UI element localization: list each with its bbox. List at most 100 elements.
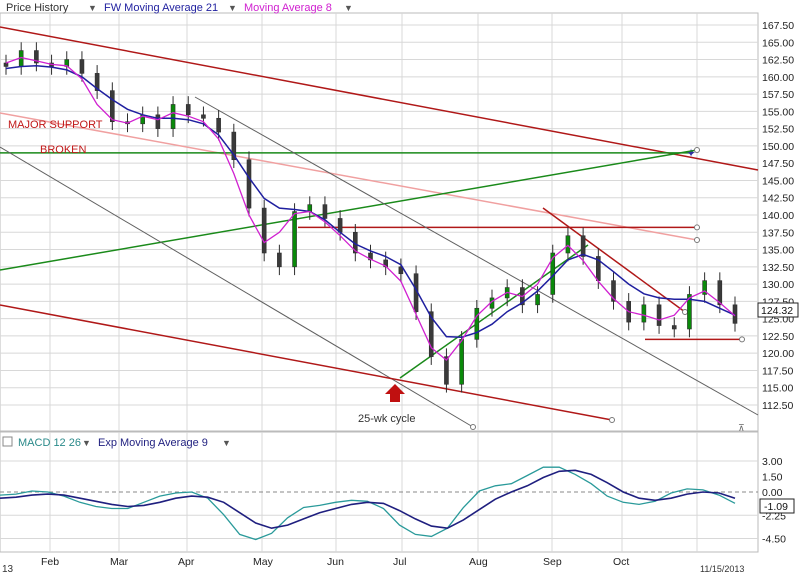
candle-body <box>34 50 39 64</box>
dropdown-icon: ▼ <box>228 3 237 13</box>
legend-bottom: MACD 12 26 ▼ Exp Moving Average 9 ▼ <box>2 436 231 449</box>
month-label: Apr <box>178 556 195 568</box>
candle-body <box>322 204 328 219</box>
price-tick-label: 137.50 <box>762 227 794 239</box>
candle-body <box>702 280 707 295</box>
ma21-line <box>5 65 736 339</box>
signal-line <box>0 469 736 530</box>
candle-body <box>428 311 434 357</box>
candle-body <box>261 207 267 254</box>
candle-body <box>565 235 571 254</box>
support-line-handle <box>739 336 745 343</box>
major-support-label: MAJOR SUPPORT <box>8 119 103 131</box>
price-tick-label: 117.50 <box>762 365 793 377</box>
month-label: May <box>253 556 274 568</box>
candle-body <box>231 131 237 161</box>
price-series <box>3 42 738 393</box>
price-tick-label: 122.50 <box>762 331 794 343</box>
green-rising-line-handle <box>694 147 700 153</box>
price-tick-label: 140.00 <box>762 210 794 222</box>
legend-entry: MACD 12 26 <box>18 437 81 449</box>
price-tick-label: 130.00 <box>762 279 794 291</box>
dropdown-icon: ▼ <box>82 438 91 448</box>
macd-grid <box>0 432 758 552</box>
pink-trend-line-handle <box>694 237 700 243</box>
price-axis: 112.50115.00117.50120.00122.50125.00127.… <box>762 20 794 412</box>
price-tick-label: 147.50 <box>762 158 794 170</box>
candle-body <box>216 117 221 133</box>
candle-body <box>185 104 191 116</box>
price-tick-label: 132.50 <box>762 262 794 274</box>
gray-channel-lower-handle <box>470 424 476 430</box>
candle-body <box>444 356 449 385</box>
date-stamp: 11/15/2013 <box>700 564 744 574</box>
year-stub: 13 <box>2 564 14 575</box>
macd-series <box>0 466 736 541</box>
price-tick-label: 162.50 <box>762 55 794 67</box>
price-tick-label: 112.50 <box>762 400 793 412</box>
price-tick-label: 157.50 <box>762 89 794 101</box>
legend-top: Price History ▼ FW Moving Average 21 ▼ Movin… <box>6 2 353 14</box>
pink-trend-line <box>0 112 698 241</box>
candle-body <box>155 114 161 129</box>
dropdown-icon: ▼ <box>222 438 231 448</box>
price-panel <box>0 12 759 432</box>
channel-bottom-line <box>0 304 613 421</box>
candle-body <box>717 280 723 306</box>
macd-tick-label: 3.00 <box>762 456 783 468</box>
collapse-icon <box>2 436 13 447</box>
channel-bottom-line-handle <box>609 417 615 423</box>
price-tick-label: 160.00 <box>762 72 794 84</box>
price-tick-label: 142.50 <box>762 193 794 205</box>
macd-tick-label: 1.50 <box>762 472 783 484</box>
price-readout-text: 124.32 <box>761 305 793 317</box>
macd-tick-label: 0.00 <box>762 487 783 499</box>
candle-body <box>535 294 540 306</box>
broken-label: BROKEN <box>40 144 87 156</box>
trend-lines: ✦ <box>0 26 759 430</box>
price-tick-label: 155.00 <box>762 106 794 118</box>
month-label: Jun <box>327 556 344 568</box>
candle-body <box>611 280 616 302</box>
candle-body <box>687 294 692 330</box>
channel-top-line <box>0 26 759 171</box>
price-tick-label: 152.50 <box>762 124 794 136</box>
candle-body <box>246 159 252 209</box>
price-tick-label: 145.00 <box>762 175 794 187</box>
candle-body <box>671 325 677 330</box>
candle-body <box>79 59 85 74</box>
price-readout: 124.32 <box>757 302 799 318</box>
legend-entry: FW Moving Average 21 <box>104 2 218 14</box>
month-label: Feb <box>41 556 59 568</box>
macd-tick-label: -4.50 <box>762 534 786 546</box>
month-label: Jul <box>393 556 406 568</box>
candle-body <box>656 304 662 326</box>
price-tick-label: 150.00 <box>762 141 794 153</box>
candle-body <box>110 90 115 123</box>
price-grid <box>0 13 758 431</box>
gray-channel-lower <box>0 146 474 428</box>
macd-readout: -1.09 <box>759 498 795 514</box>
cycle-arrow-icon <box>385 384 405 402</box>
month-label: Mar <box>110 556 129 568</box>
price-tick-label: 115.00 <box>762 383 793 395</box>
candle-body <box>641 304 647 323</box>
candle-body <box>398 266 404 275</box>
dropdown-icon: ▼ <box>88 3 97 13</box>
candle-body <box>580 235 586 257</box>
price-tick-label: 120.00 <box>762 348 794 360</box>
expand-icon[interactable]: ⊼ <box>738 423 745 433</box>
month-axis: Feb Mar Apr May Jun Jul Aug Sep Oct <box>41 556 629 568</box>
candle-body <box>292 211 297 268</box>
candle-body <box>3 62 9 67</box>
price-tick-label: 165.00 <box>762 37 794 49</box>
legend-entry: Exp Moving Average 9 <box>98 437 208 449</box>
red-downtrend-line <box>542 207 686 313</box>
candle-body <box>307 204 313 212</box>
cycle-label: 25-wk cycle <box>358 413 415 425</box>
green-rising-line <box>0 149 698 271</box>
candle-body <box>201 114 206 119</box>
candle-body <box>277 252 282 268</box>
